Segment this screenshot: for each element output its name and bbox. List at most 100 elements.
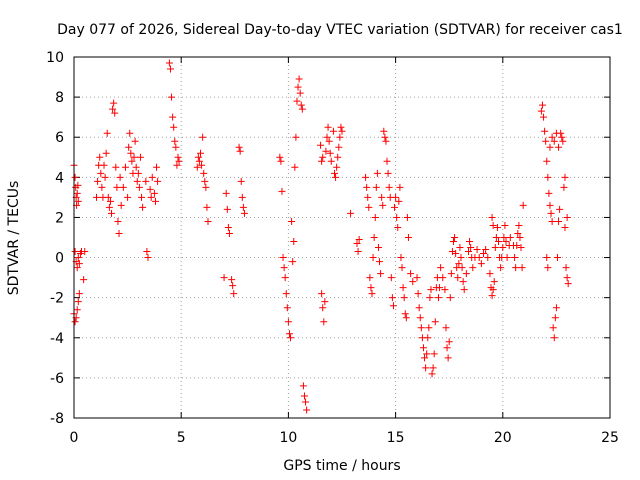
data-point-marker bbox=[426, 294, 434, 302]
data-point-marker bbox=[74, 298, 82, 306]
data-point-marker bbox=[550, 137, 558, 145]
data-point-marker bbox=[401, 310, 409, 318]
data-point-marker bbox=[518, 264, 526, 272]
data-point-marker bbox=[447, 270, 455, 278]
data-point-marker bbox=[544, 173, 552, 181]
data-point-marker bbox=[513, 242, 521, 250]
data-point-marker bbox=[193, 163, 201, 171]
data-points bbox=[70, 59, 572, 414]
data-point-marker bbox=[332, 173, 340, 181]
data-point-marker bbox=[128, 157, 136, 165]
data-point-marker bbox=[287, 334, 295, 342]
data-point-marker bbox=[380, 127, 388, 135]
data-point-marker bbox=[456, 244, 464, 252]
data-point-marker bbox=[171, 137, 179, 145]
data-point-marker bbox=[452, 250, 460, 258]
data-point-marker bbox=[224, 223, 232, 231]
data-point-marker bbox=[235, 143, 243, 151]
data-point-marker bbox=[414, 290, 422, 298]
data-point-marker bbox=[419, 344, 427, 352]
data-point-marker bbox=[111, 109, 119, 117]
data-point-marker bbox=[391, 203, 399, 211]
data-point-marker bbox=[236, 147, 244, 155]
data-point-marker bbox=[376, 258, 384, 266]
data-point-marker bbox=[384, 169, 392, 177]
data-point-marker bbox=[548, 133, 556, 141]
data-point-marker bbox=[150, 189, 158, 197]
data-point-marker bbox=[324, 123, 332, 131]
data-point-marker bbox=[547, 209, 555, 217]
data-point-marker bbox=[124, 193, 132, 201]
y-tick-label: -2 bbox=[50, 291, 64, 307]
data-point-marker bbox=[112, 163, 120, 171]
data-point-marker bbox=[283, 304, 291, 312]
data-point-marker bbox=[493, 223, 501, 231]
data-point-marker bbox=[300, 392, 308, 400]
data-point-marker bbox=[422, 364, 430, 372]
data-point-marker bbox=[364, 193, 372, 201]
data-point-marker bbox=[519, 201, 527, 209]
data-point-marker bbox=[396, 183, 404, 191]
data-point-marker bbox=[400, 294, 408, 302]
data-point-marker bbox=[74, 197, 82, 205]
x-tick-label: 10 bbox=[279, 430, 297, 446]
data-point-marker bbox=[75, 260, 83, 268]
data-point-marker bbox=[127, 149, 135, 157]
data-point-marker bbox=[427, 286, 435, 294]
data-point-marker bbox=[105, 203, 113, 211]
data-point-marker bbox=[325, 137, 333, 145]
data-point-marker bbox=[482, 246, 490, 254]
data-point-marker bbox=[338, 127, 346, 135]
data-point-marker bbox=[238, 193, 246, 201]
data-point-marker bbox=[278, 187, 286, 195]
data-point-marker bbox=[80, 276, 88, 284]
data-point-marker bbox=[409, 278, 417, 286]
axis-ticks: 0 5 10 15 20 25 -8 -6 -4 -2 0 2 4 6 8 10 bbox=[46, 50, 619, 446]
data-point-marker bbox=[110, 99, 118, 107]
data-point-marker bbox=[98, 183, 106, 191]
data-point-marker bbox=[562, 264, 570, 272]
data-point-marker bbox=[330, 169, 338, 177]
data-point-marker bbox=[333, 163, 341, 171]
data-point-marker bbox=[377, 270, 385, 278]
data-point-marker bbox=[428, 370, 436, 378]
data-point-marker bbox=[291, 163, 299, 171]
data-point-marker bbox=[381, 133, 389, 141]
data-point-marker bbox=[497, 264, 505, 272]
data-point-marker bbox=[195, 157, 203, 165]
data-point-marker bbox=[279, 254, 287, 262]
data-point-marker bbox=[489, 286, 497, 294]
data-point-marker bbox=[365, 203, 373, 211]
data-point-marker bbox=[555, 143, 563, 151]
data-point-marker bbox=[455, 260, 463, 268]
data-point-marker bbox=[421, 354, 429, 362]
data-point-marker bbox=[501, 221, 509, 229]
data-point-marker bbox=[73, 264, 81, 272]
data-point-marker bbox=[500, 234, 508, 241]
data-point-marker bbox=[404, 234, 412, 241]
data-point-marker bbox=[139, 203, 147, 211]
data-point-marker bbox=[317, 141, 325, 149]
data-point-marker bbox=[220, 274, 228, 282]
data-point-marker bbox=[389, 302, 397, 310]
data-point-marker bbox=[473, 246, 481, 254]
data-point-marker bbox=[382, 137, 390, 145]
data-point-marker bbox=[537, 107, 545, 115]
data-point-marker bbox=[144, 254, 152, 262]
data-point-marker bbox=[475, 254, 483, 262]
data-point-marker bbox=[492, 234, 500, 241]
data-point-marker bbox=[378, 193, 386, 201]
plot-frame bbox=[73, 56, 611, 419]
data-point-marker bbox=[460, 286, 468, 294]
data-point-marker bbox=[133, 177, 141, 185]
data-point-marker bbox=[546, 143, 554, 151]
data-point-marker bbox=[417, 324, 425, 332]
data-point-marker bbox=[225, 229, 233, 237]
data-point-marker bbox=[549, 324, 557, 332]
data-point-marker bbox=[298, 105, 306, 113]
data-point-marker bbox=[495, 238, 503, 246]
data-point-marker bbox=[548, 217, 556, 225]
y-tick-label: 2 bbox=[55, 210, 64, 226]
data-point-marker bbox=[362, 173, 370, 181]
data-point-marker bbox=[486, 270, 494, 278]
